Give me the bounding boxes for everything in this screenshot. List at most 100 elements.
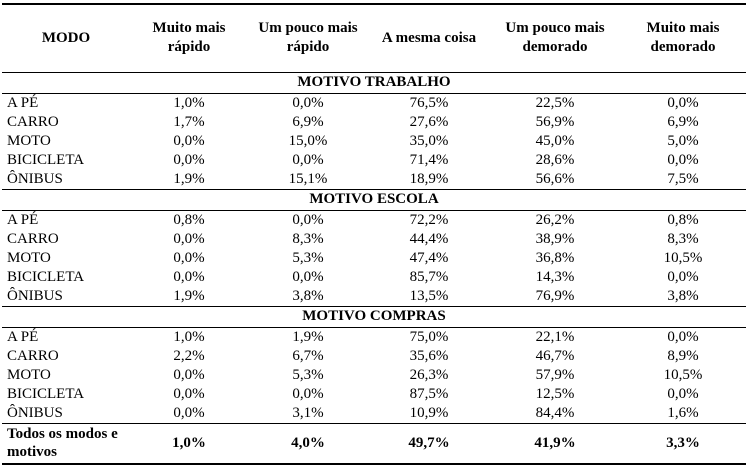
value-cell: 76,9%: [535, 287, 575, 304]
travel-time-table: MODO Muito mais rápido Um pouco mais ráp…: [2, 3, 746, 465]
value-cell: 72,2%: [409, 211, 449, 228]
table-row: ÔNIBUS 1,9% 15,1% 18,9% 56,6% 7,5%: [2, 170, 746, 190]
value-cell: 5,3%: [292, 366, 324, 383]
value-cell: 76,5%: [409, 94, 449, 111]
value-cell: 45,0%: [535, 132, 575, 149]
value-cell: 27,6%: [409, 113, 449, 130]
value-cell: 35,6%: [409, 347, 449, 364]
value-cell: 15,0%: [288, 132, 328, 149]
value-cell: 0,0%: [173, 366, 205, 383]
value-cell: 3,1%: [292, 404, 324, 421]
total-label: Todos os modos e motivos: [2, 422, 130, 465]
header-col-muito-mais-demorado: Muito mais demorado: [620, 3, 746, 73]
table-row: A PÉ 1,0% 0,0% 76,5% 22,5% 0,0%: [2, 93, 746, 113]
table-row: BICICLETA 0,0% 0,0% 87,5% 12,5% 0,0%: [2, 385, 746, 404]
value-cell: 0,0%: [667, 94, 699, 111]
section-title: MOTIVO COMPRAS: [2, 305, 746, 328]
section-title: MOTIVO ESCOLA: [2, 188, 746, 211]
value-cell: 14,3%: [535, 268, 575, 285]
mode-cell: A PÉ: [7, 211, 39, 228]
table-row: MOTO 0,0% 5,3% 47,4% 36,8% 10,5%: [2, 249, 746, 268]
value-cell: 13,5%: [409, 287, 449, 304]
value-cell: 26,2%: [535, 211, 575, 228]
value-cell: 8,3%: [292, 230, 324, 247]
value-cell: 0,0%: [292, 151, 324, 168]
total-value-cell: 4,0%: [248, 422, 368, 465]
value-cell: 0,0%: [667, 268, 699, 285]
mode-cell: CARRO: [7, 230, 59, 247]
table-row: ÔNIBUS 1,9% 3,8% 13,5% 76,9% 3,8%: [2, 287, 746, 307]
value-cell: 15,1%: [288, 170, 328, 187]
value-cell: 0,0%: [292, 268, 324, 285]
value-cell: 1,9%: [173, 287, 205, 304]
value-cell: 0,0%: [173, 268, 205, 285]
header-modo: MODO: [2, 3, 130, 73]
value-cell: 1,6%: [667, 404, 699, 421]
value-cell: 12,5%: [535, 385, 575, 402]
value-cell: 46,7%: [535, 347, 575, 364]
value-cell: 56,9%: [535, 113, 575, 130]
value-cell: 8,9%: [667, 347, 699, 364]
value-cell: 18,9%: [409, 170, 449, 187]
table-row: CARRO 2,2% 6,7% 35,6% 46,7% 8,9%: [2, 347, 746, 366]
table-row: A PÉ 1,0% 1,9% 75,0% 22,1% 0,0%: [2, 327, 746, 347]
total-value-cell: 3,3%: [620, 422, 746, 465]
value-cell: 10,9%: [409, 404, 449, 421]
mode-cell: ÔNIBUS: [7, 404, 63, 421]
value-cell: 35,0%: [409, 132, 449, 149]
value-cell: 0,8%: [173, 211, 205, 228]
value-cell: 0,0%: [173, 151, 205, 168]
mode-cell: MOTO: [7, 132, 51, 149]
table-row: CARRO 1,7% 6,9% 27,6% 56,9% 6,9%: [2, 113, 746, 132]
value-cell: 6,7%: [292, 347, 324, 364]
mode-cell: MOTO: [7, 249, 51, 266]
value-cell: 57,9%: [535, 366, 575, 383]
value-cell: 47,4%: [409, 249, 449, 266]
value-cell: 56,6%: [535, 170, 575, 187]
mode-cell: BICICLETA: [7, 385, 85, 402]
value-cell: 71,4%: [409, 151, 449, 168]
section-header-row: MOTIVO ESCOLA: [2, 188, 746, 211]
mode-cell: A PÉ: [7, 328, 39, 345]
value-cell: 2,2%: [173, 347, 205, 364]
total-value-cell: 1,0%: [130, 422, 248, 465]
value-cell: 0,0%: [173, 132, 205, 149]
table-row: ÔNIBUS 0,0% 3,1% 10,9% 84,4% 1,6%: [2, 404, 746, 424]
value-cell: 0,0%: [292, 385, 324, 402]
value-cell: 0,0%: [173, 230, 205, 247]
value-cell: 22,1%: [535, 328, 575, 345]
table-row: CARRO 0,0% 8,3% 44,4% 38,9% 8,3%: [2, 230, 746, 249]
mode-cell: MOTO: [7, 366, 51, 383]
section-title: MOTIVO TRABALHO: [2, 71, 746, 94]
value-cell: 0,0%: [173, 385, 205, 402]
value-cell: 26,3%: [409, 366, 449, 383]
header-col-muito-mais-rapido: Muito mais rápido: [130, 3, 248, 73]
value-cell: 0,0%: [292, 211, 324, 228]
value-cell: 36,8%: [535, 249, 575, 266]
section-header-row: MOTIVO COMPRAS: [2, 305, 746, 328]
table-row: MOTO 0,0% 5,3% 26,3% 57,9% 10,5%: [2, 366, 746, 385]
value-cell: 22,5%: [535, 94, 575, 111]
value-cell: 44,4%: [409, 230, 449, 247]
mode-cell: CARRO: [7, 347, 59, 364]
mode-cell: BICICLETA: [7, 151, 85, 168]
value-cell: 75,0%: [409, 328, 449, 345]
header-col-a-mesma-coisa: A mesma coisa: [368, 3, 490, 73]
value-cell: 38,9%: [535, 230, 575, 247]
value-cell: 0,0%: [173, 404, 205, 421]
table-row: BICICLETA 0,0% 0,0% 85,7% 14,3% 0,0%: [2, 268, 746, 287]
section-header-row: MOTIVO TRABALHO: [2, 71, 746, 94]
value-cell: 6,9%: [667, 113, 699, 130]
value-cell: 10,5%: [663, 249, 703, 266]
table-row: MOTO 0,0% 15,0% 35,0% 45,0% 5,0%: [2, 132, 746, 151]
value-cell: 0,0%: [667, 328, 699, 345]
value-cell: 87,5%: [409, 385, 449, 402]
value-cell: 7,5%: [667, 170, 699, 187]
value-cell: 85,7%: [409, 268, 449, 285]
table-body: MOTIVO TRABALHO A PÉ 1,0% 0,0% 76,5% 22,5% 0,0…: [2, 71, 746, 465]
value-cell: 0,0%: [667, 385, 699, 402]
value-cell: 10,5%: [663, 366, 703, 383]
value-cell: 3,8%: [667, 287, 699, 304]
mode-cell: ÔNIBUS: [7, 287, 63, 304]
